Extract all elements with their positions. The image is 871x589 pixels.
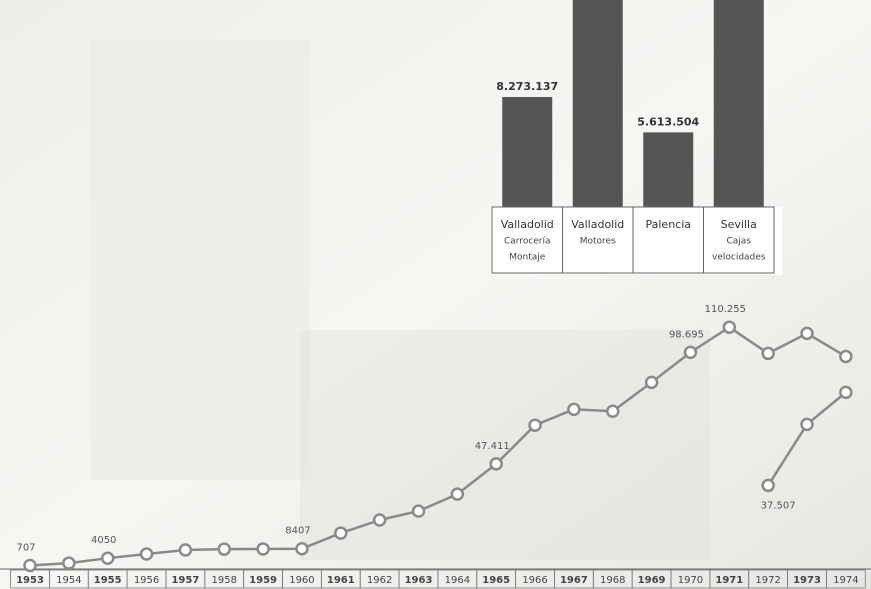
x-tick-label: 1972 [755,575,780,586]
x-tick-label: 1962 [367,575,392,586]
value-label: 37.507 [761,500,796,511]
point [567,402,581,417]
point [839,349,853,364]
point [62,556,76,570]
x-tick-label: 1961 [327,575,355,586]
point [217,542,231,556]
point [800,326,814,341]
x-tick-label: 1956 [134,575,159,586]
x-tick-label: 1973 [793,575,821,586]
x-tick-label: 1971 [715,575,743,586]
value-label: 707 [16,542,35,553]
value-label: 4050 [91,535,116,546]
point [372,513,387,527]
x-tick-label: 1965 [482,575,510,586]
bar-value-label: 8.273.137 [496,80,558,93]
bar-category-label: Motores [580,237,616,247]
bar-category-label: Palencia [645,218,691,231]
value-label: 110.255 [705,304,746,315]
point [839,385,853,400]
x-tick-label: 1968 [600,575,625,586]
bar-category-label: Sevilla [721,218,757,231]
x-tick-label: 1969 [638,575,666,586]
bar-category-label: Valladolid [571,218,624,231]
point [761,346,775,361]
bar-value-label: 5.613.504 [637,115,699,128]
bar [643,132,694,207]
x-tick-label: 1955 [94,575,122,586]
photo-shade [300,330,710,560]
point [411,504,426,518]
bar-category-label: Montaje [509,253,546,263]
point [644,375,659,390]
bar-category-label: Cajas [726,237,751,247]
x-tick-label: 1970 [678,575,703,586]
x-tick-label: 1964 [445,575,470,586]
point [683,345,698,360]
x-tick-label: 1954 [56,575,81,586]
x-tick-label: 1959 [249,575,277,586]
point [178,543,193,557]
point [295,541,309,556]
point [256,542,270,556]
x-tick-label: 1960 [289,575,314,586]
point [334,526,348,540]
point [528,418,542,432]
point [450,487,465,501]
year-box [826,569,866,589]
point [761,478,775,493]
bar [572,0,623,208]
point [23,558,37,573]
x-tick-label: 1974 [833,575,858,586]
x-tick-label: 1957 [171,575,199,586]
bar [502,97,553,207]
point [800,417,814,432]
bar-category-label: Carrocería [504,237,551,247]
bar-category-label: Valladolid [501,218,554,231]
x-tick-label: 1963 [405,575,433,586]
point [606,404,620,419]
point [139,547,154,561]
x-tick-label: 1967 [560,575,588,586]
bar-category-label: velocidades [712,253,766,263]
bar-label-panel [490,207,782,275]
point [722,320,737,334]
x-tick-label: 1953 [16,575,44,586]
x-tick-label: 1958 [212,575,237,586]
value-label: 98.695 [669,329,704,340]
value-label: 47.411 [475,441,510,452]
bar [713,0,764,208]
point [100,551,115,565]
line [29,325,847,567]
point [489,457,503,471]
x-tick-label: 1966 [522,575,547,586]
photo-shade [90,40,310,480]
category-box [703,206,775,274]
value-label: 8407 [285,526,310,537]
